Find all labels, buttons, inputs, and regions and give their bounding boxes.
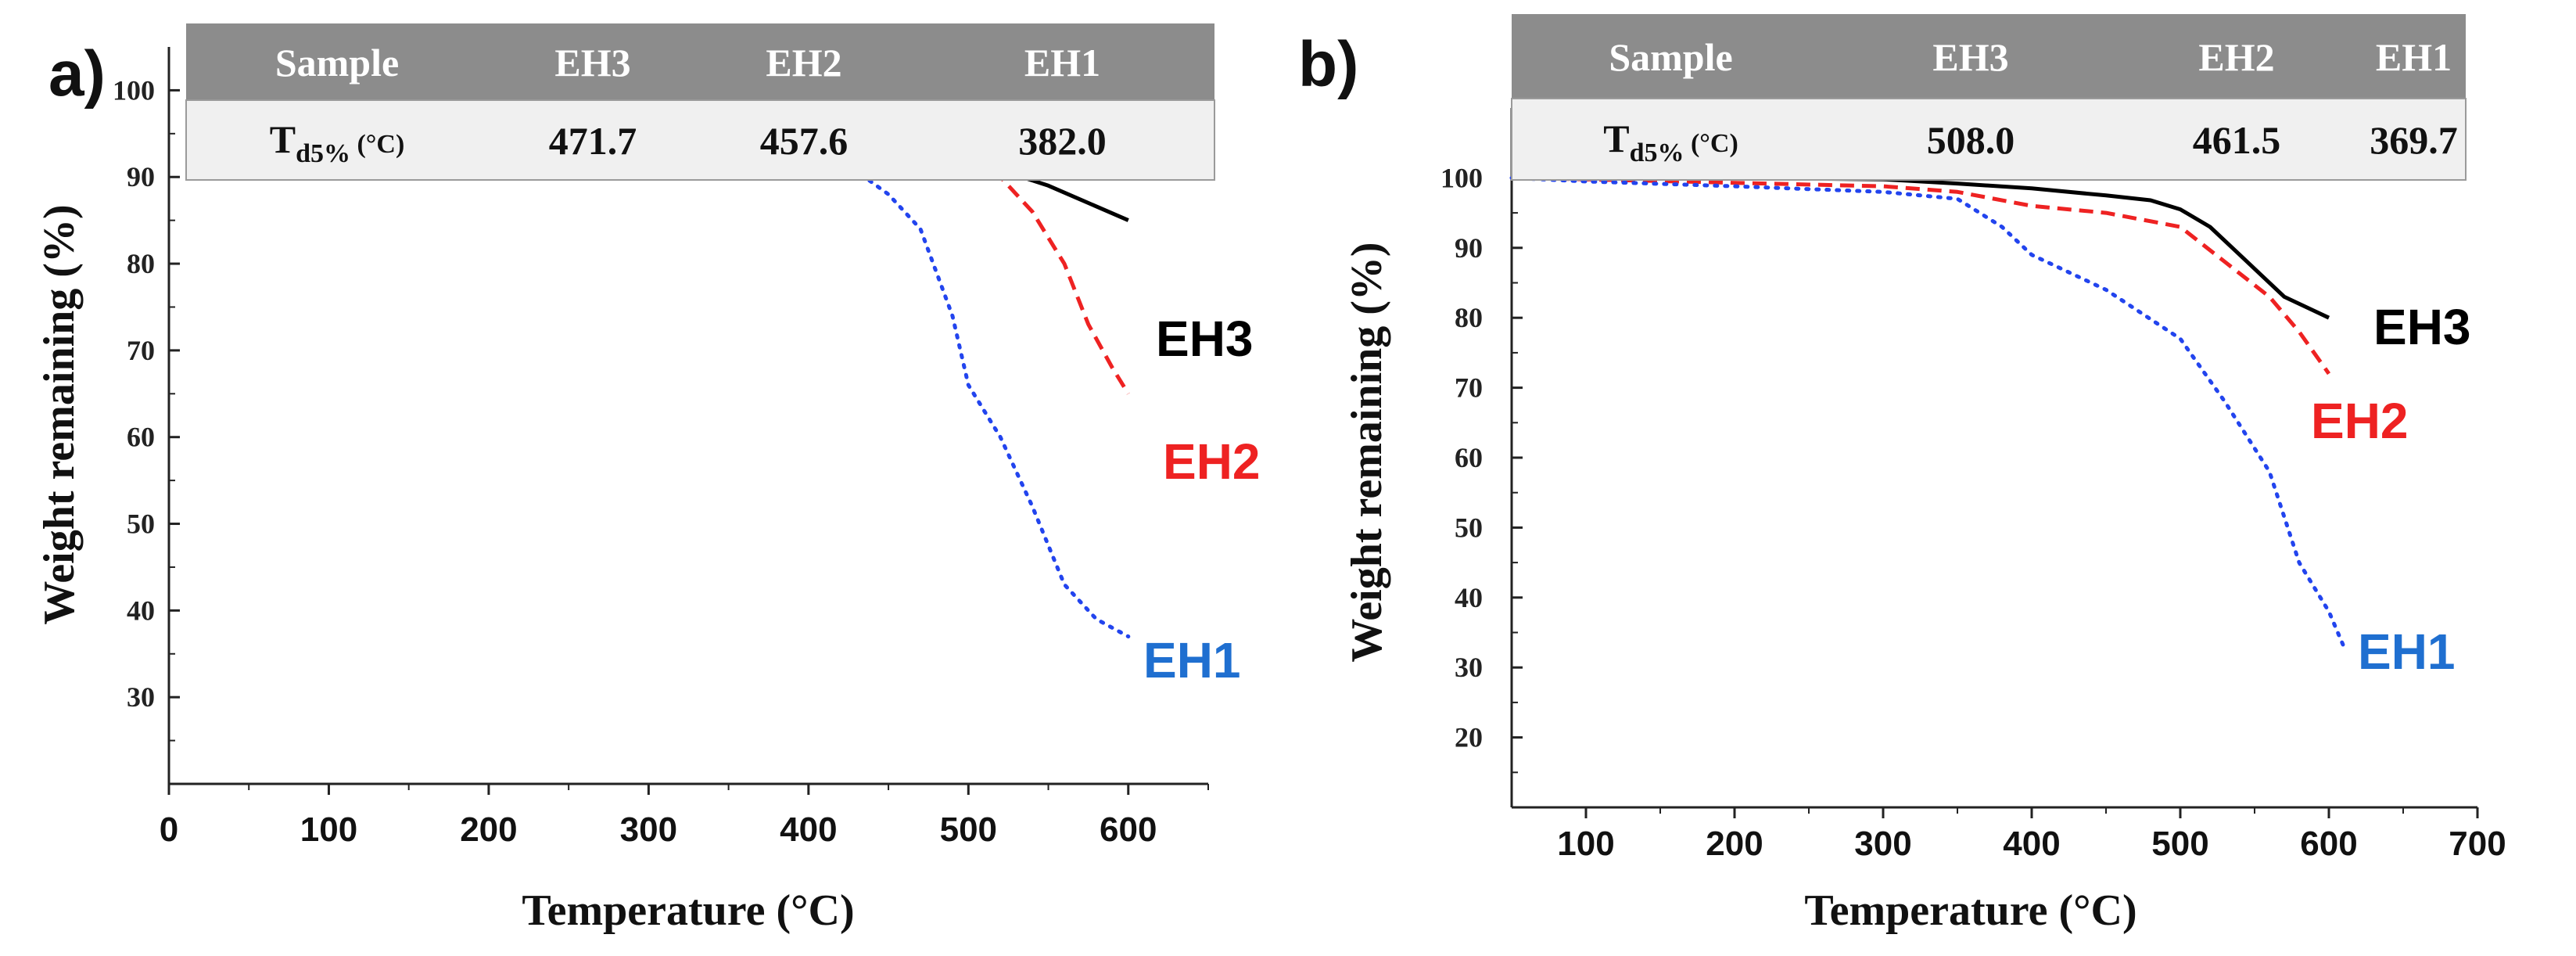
y-tick-label: 70 — [1455, 372, 1483, 404]
y-tick-label: 80 — [127, 248, 155, 279]
table-header-cell: EH3 — [554, 41, 630, 84]
y-tick-label: 50 — [1455, 512, 1483, 543]
table-header-cell: EH1 — [2376, 35, 2452, 79]
table-header-bg — [186, 23, 1214, 100]
x-axis-title: Temperature (°C) — [1804, 886, 2137, 935]
table-value-cell: 508.0 — [1927, 118, 2015, 162]
y-tick-label: 30 — [1455, 652, 1483, 683]
table-header-cell: EH1 — [1024, 41, 1100, 84]
x-tick-label: 400 — [780, 810, 837, 849]
series-label-eh1: EH1 — [2358, 624, 2456, 680]
row-label-sub: d5% — [1630, 138, 1684, 167]
row-label-unit: (°C) — [350, 130, 404, 159]
x-tick-label: 700 — [2449, 825, 2506, 863]
table-header-cell: EH3 — [1932, 35, 2008, 79]
x-tick-label: 200 — [460, 810, 517, 849]
row-label-main: T — [1603, 117, 1629, 160]
x-axis-title: Temperature (°C) — [522, 886, 854, 935]
y-tick-label: 30 — [127, 681, 155, 713]
table-value-cell: 461.5 — [2193, 118, 2281, 162]
y-tick-label: 100 — [113, 74, 155, 106]
table-value-cell: 471.7 — [549, 119, 637, 163]
y-tick-label: 40 — [1455, 582, 1483, 613]
y-tick-label: 20 — [1455, 722, 1483, 753]
y-tick-label: 50 — [127, 509, 155, 540]
panel-label: b) — [1298, 29, 1358, 100]
x-tick-label: 400 — [2003, 825, 2060, 863]
table-value-cell: 369.7 — [2370, 118, 2458, 162]
x-tick-label: 600 — [2300, 825, 2357, 863]
x-tick-label: 500 — [940, 810, 997, 849]
table-row-bg — [1511, 98, 2467, 181]
table-header-bg — [1512, 14, 2466, 99]
x-tick-label: 300 — [620, 810, 677, 849]
y-axis-title: Weight remaining (%) — [1343, 242, 1391, 662]
table-header-cell: Sample — [275, 41, 399, 84]
table-row-label: Td5% (°C) — [1603, 117, 1738, 167]
table-header-cell: EH2 — [766, 41, 841, 84]
td5-table: Sample EH3 EH2 EH1 Td5% (°C) 508.0 461.5 369.7 — [1511, 14, 2467, 181]
y-tick-label: 90 — [127, 161, 155, 192]
x-tick-label: 0 — [160, 810, 178, 849]
x-tick-label: 100 — [1557, 825, 1614, 863]
series-line-eh2 — [1511, 175, 2331, 376]
y-tick-label: 100 — [1440, 162, 1483, 193]
series-label-eh1: EH1 — [1143, 632, 1241, 688]
y-tick-label: 60 — [127, 422, 155, 453]
row-label-sub: d5% — [296, 139, 350, 168]
y-axis-title: Weight remaining (%) — [35, 204, 84, 624]
series-label-eh3: EH3 — [2373, 299, 2471, 355]
x-tick-label: 300 — [1854, 825, 1911, 863]
y-tick-label: 80 — [1455, 302, 1483, 333]
series-label-eh2: EH2 — [1163, 433, 1261, 490]
table-value-cell: 382.0 — [1018, 119, 1107, 163]
table-value-cell: 457.6 — [760, 119, 849, 163]
table-header-cell: EH2 — [2198, 35, 2274, 79]
row-label-main: T — [270, 117, 296, 161]
y-tick-label: 70 — [127, 335, 155, 366]
table-row-bg — [185, 99, 1215, 181]
panel-label: a) — [48, 38, 106, 110]
series-line-eh1 — [1509, 175, 2346, 649]
table-header-cell: Sample — [1609, 35, 1732, 79]
table-row-label: Td5% (°C) — [270, 117, 405, 168]
row-label-unit: (°C) — [1684, 129, 1738, 158]
panel-b: b) 20 30 40 50 60 70 80 90 100 100 200 300 400 500 600 7… — [1298, 14, 2506, 935]
series-label-eh3: EH3 — [1156, 311, 1254, 367]
x-tick-label: 500 — [2151, 825, 2208, 863]
y-tick-label: 40 — [127, 595, 155, 626]
series-label-eh2: EH2 — [2311, 393, 2409, 449]
y-tick-label: 60 — [1455, 442, 1483, 473]
td5-table: Sample EH3 EH2 EH1 Td5% (°C) 471.7 457.6 382.0 — [185, 23, 1215, 181]
x-tick-label: 200 — [1706, 825, 1763, 863]
y-tick-label: 90 — [1455, 232, 1483, 264]
x-tick-label: 100 — [300, 810, 357, 849]
panel-a: a) 30 40 50 60 70 80 90 100 0 100 200 300 400 500 600 Te… — [35, 23, 1261, 935]
x-tick-label: 600 — [1100, 810, 1157, 849]
